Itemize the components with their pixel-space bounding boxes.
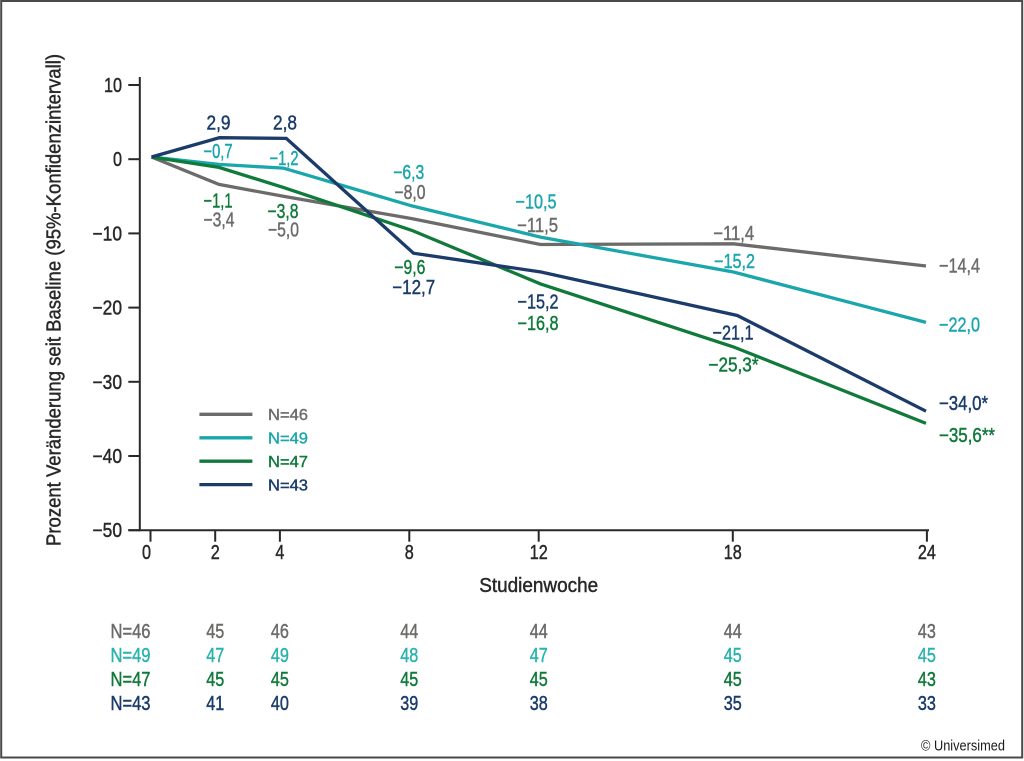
svg-text:© Universimed: © Universimed	[921, 738, 1005, 755]
svg-text:47: 47	[206, 645, 224, 667]
svg-text:−0,7: −0,7	[204, 141, 233, 163]
svg-text:−25,3*: −25,3*	[709, 355, 759, 377]
svg-text:N=46: N=46	[111, 621, 151, 643]
svg-text:N=47: N=47	[268, 454, 308, 471]
svg-text:−15,2: −15,2	[714, 251, 755, 273]
svg-text:47: 47	[530, 645, 548, 667]
svg-text:N=49: N=49	[268, 431, 308, 448]
svg-text:−10,5: −10,5	[516, 192, 557, 214]
svg-text:−22,0: −22,0	[939, 315, 980, 337]
svg-text:10: 10	[104, 75, 122, 97]
svg-text:8: 8	[405, 542, 414, 564]
svg-text:N=49: N=49	[111, 645, 151, 667]
svg-text:−5,0: −5,0	[268, 220, 299, 242]
svg-text:12: 12	[530, 542, 548, 564]
svg-text:−1,2: −1,2	[270, 148, 299, 170]
svg-text:N=43: N=43	[268, 477, 308, 494]
svg-text:−30: −30	[93, 372, 123, 394]
svg-text:−3,8: −3,8	[268, 201, 299, 223]
svg-text:−50: −50	[93, 520, 123, 542]
svg-text:48: 48	[400, 645, 418, 667]
svg-text:−35,6**: −35,6**	[939, 425, 995, 447]
svg-text:45: 45	[271, 669, 289, 691]
svg-text:−16,8: −16,8	[518, 313, 559, 335]
svg-text:44: 44	[400, 621, 418, 643]
svg-text:−21,1: −21,1	[713, 323, 754, 345]
svg-text:−14,4: −14,4	[939, 256, 980, 278]
svg-text:−9,6: −9,6	[394, 257, 425, 279]
svg-text:43: 43	[918, 669, 936, 691]
svg-text:40: 40	[271, 693, 289, 715]
svg-text:−34,0*: −34,0*	[939, 393, 988, 415]
svg-text:41: 41	[206, 693, 224, 715]
svg-text:24: 24	[918, 542, 936, 564]
svg-text:−11,5: −11,5	[517, 215, 558, 237]
svg-text:0: 0	[142, 542, 151, 564]
svg-text:2,8: 2,8	[273, 113, 297, 135]
svg-text:4: 4	[275, 542, 284, 564]
svg-text:−40: −40	[93, 446, 123, 468]
svg-text:−8,0: −8,0	[395, 182, 426, 204]
svg-text:Studienwoche: Studienwoche	[479, 575, 598, 597]
svg-text:45: 45	[724, 669, 742, 691]
svg-text:0: 0	[113, 149, 122, 171]
svg-text:−11,4: −11,4	[713, 223, 754, 245]
svg-text:45: 45	[206, 621, 224, 643]
svg-text:Prozent Veränderung seit Basel: Prozent Veränderung seit Baseline (95%-K…	[44, 54, 66, 546]
svg-text:33: 33	[918, 693, 936, 715]
svg-text:43: 43	[918, 621, 936, 643]
svg-text:45: 45	[724, 645, 742, 667]
svg-text:45: 45	[530, 669, 548, 691]
svg-text:45: 45	[918, 645, 936, 667]
svg-text:−20: −20	[93, 298, 123, 320]
svg-text:N=47: N=47	[111, 669, 151, 691]
svg-text:−10: −10	[93, 223, 123, 245]
svg-text:N=46: N=46	[268, 407, 308, 424]
svg-text:2: 2	[211, 542, 220, 564]
svg-text:44: 44	[724, 621, 742, 643]
svg-text:46: 46	[271, 621, 289, 643]
svg-text:18: 18	[724, 542, 742, 564]
svg-text:35: 35	[724, 693, 742, 715]
svg-text:−6,3: −6,3	[393, 162, 424, 184]
svg-text:−3,4: −3,4	[204, 210, 235, 232]
svg-text:44: 44	[530, 621, 548, 643]
svg-text:−15,2: −15,2	[518, 292, 559, 314]
svg-text:45: 45	[400, 669, 418, 691]
svg-text:−1,1: −1,1	[204, 191, 233, 213]
svg-text:N=43: N=43	[111, 693, 151, 715]
svg-text:49: 49	[271, 645, 289, 667]
svg-text:−12,7: −12,7	[392, 277, 435, 299]
svg-text:39: 39	[400, 693, 418, 715]
svg-text:38: 38	[530, 693, 548, 715]
svg-text:2,9: 2,9	[207, 113, 231, 135]
svg-text:45: 45	[206, 669, 224, 691]
